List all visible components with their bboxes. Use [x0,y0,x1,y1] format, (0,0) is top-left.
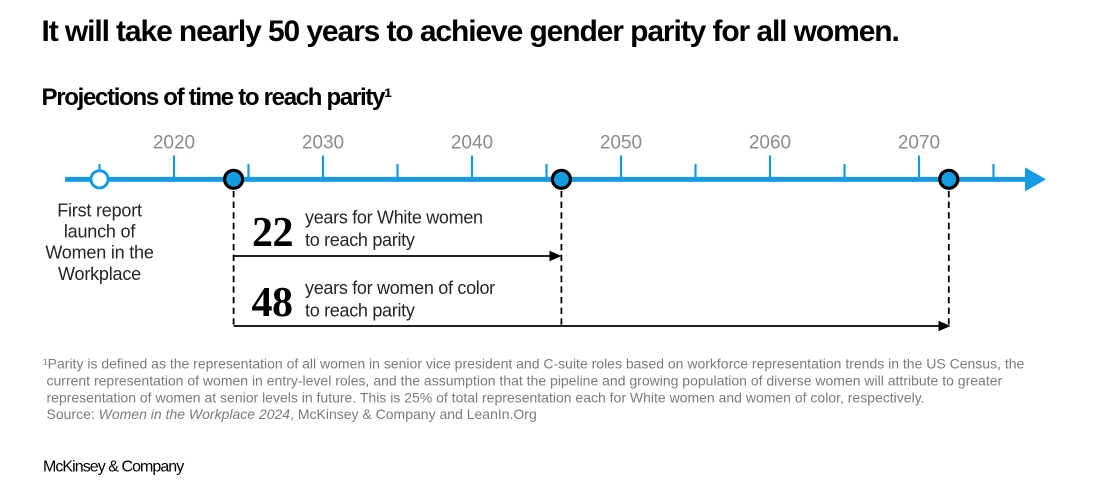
svg-text:launch of: launch of [64,222,136,242]
svg-text:¹Parity is defined as the repr: ¹Parity is defined as the representation… [43,355,1025,371]
svg-text:Projections of time to reach p: Projections of time to reach parity¹ [42,84,393,111]
svg-text:McKinsey & Company: McKinsey & Company [43,459,184,476]
svg-text:48: 48 [252,280,293,326]
svg-text:2060: 2060 [749,133,791,154]
svg-text:First report: First report [57,200,142,220]
svg-text:years for White women: years for White women [305,208,483,228]
svg-text:2050: 2050 [600,133,642,154]
svg-text:2040: 2040 [451,133,493,154]
svg-text:current representation of wome: current representation of women in entry… [47,373,1003,389]
svg-text:It will take nearly 50 years t: It will take nearly 50 years to achieve … [42,15,899,48]
svg-text:22: 22 [252,210,293,256]
svg-text:Source: Women in the Workplace: Source: Women in the Workplace 2024, McK… [47,406,537,422]
svg-text:2030: 2030 [302,133,344,154]
svg-text:representation of women at sen: representation of women at senior levels… [47,390,925,406]
svg-text:2070: 2070 [898,133,940,154]
svg-text:years for women of color: years for women of color [305,278,495,298]
svg-text:to reach parity: to reach parity [305,230,415,250]
svg-text:to reach parity: to reach parity [305,301,415,321]
svg-text:2020: 2020 [153,133,195,154]
svg-text:Workplace: Workplace [58,264,141,284]
svg-text:Women in the: Women in the [45,243,154,263]
